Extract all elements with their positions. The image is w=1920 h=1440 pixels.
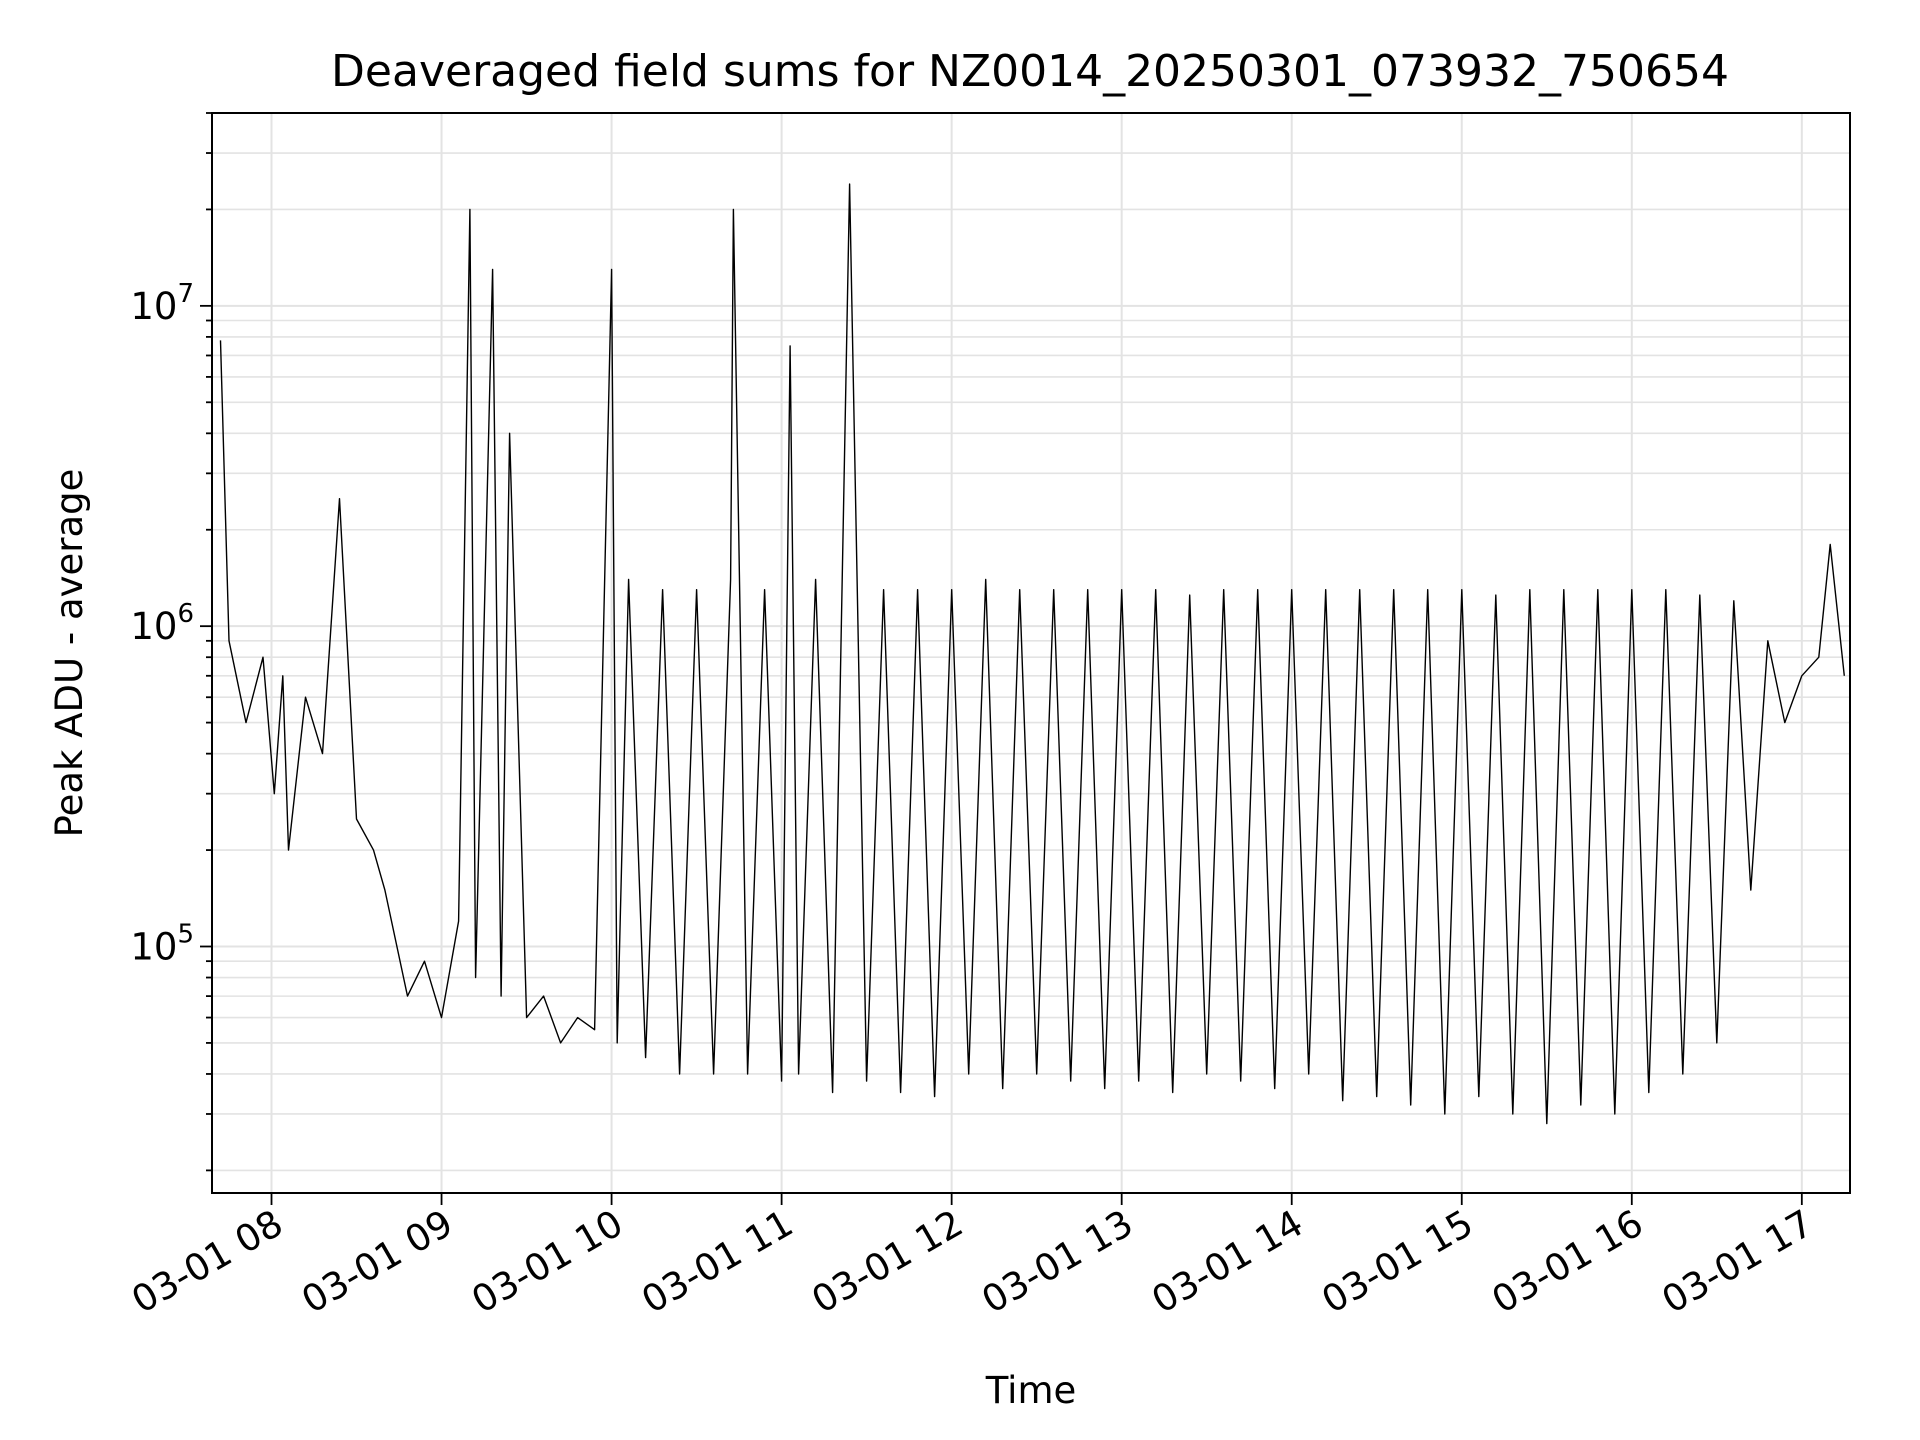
y-tick-label: 107: [130, 279, 194, 328]
y-axis-label: Peak ADU - average: [48, 469, 91, 838]
grid: [212, 112, 1850, 1193]
chart-title: Deaveraged field sums for NZ0014_2025030…: [331, 46, 1729, 97]
series-line: [219, 183, 1845, 1125]
data-layer: [219, 183, 1845, 1125]
y-tick-label: 106: [130, 599, 194, 648]
x-axis-label: Time: [985, 1369, 1077, 1412]
y-tick-label: 105: [130, 919, 194, 968]
plot-frame: [211, 112, 1851, 1194]
